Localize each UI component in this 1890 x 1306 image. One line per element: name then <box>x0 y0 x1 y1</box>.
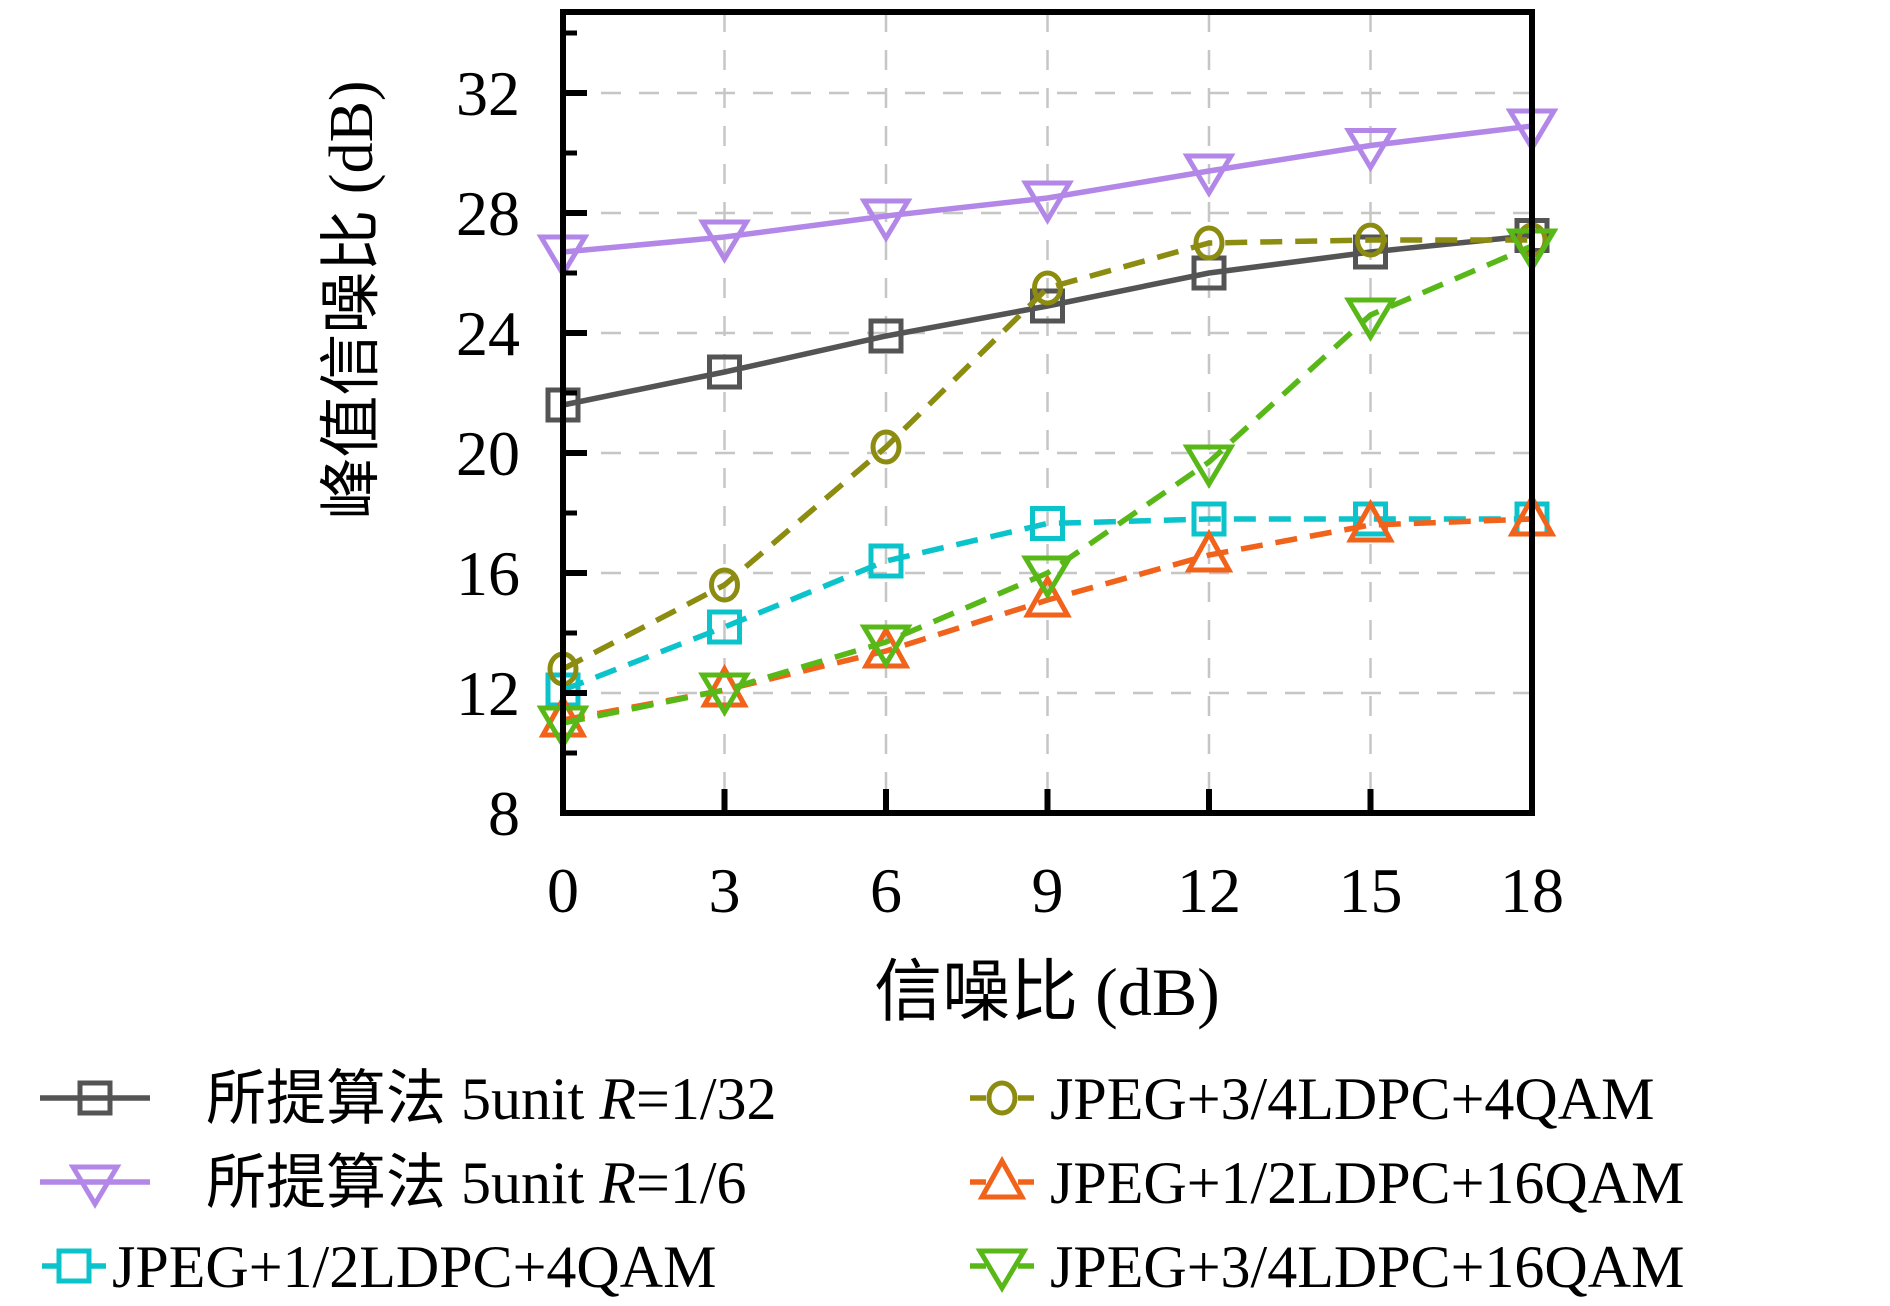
series-line <box>561 237 1532 672</box>
series-line <box>562 123 1533 255</box>
tick-labels: 8 12 16 20 24 28 32 0 3 6 9 12 15 18 <box>456 58 1564 926</box>
x-tick-label: 15 <box>1339 855 1403 926</box>
y-tick-label: 8 <box>488 778 520 849</box>
y-tick-label: 28 <box>456 178 520 249</box>
y-tick-label: 24 <box>456 298 520 369</box>
legend-label: 所提算法 5unit R=1/32 <box>206 1066 777 1132</box>
legend-item-3: JPEG+3/4LDPC+4QAM <box>970 1066 1654 1132</box>
marker-square <box>868 543 904 579</box>
y-tick-label: 12 <box>456 658 520 729</box>
marker-circle <box>1355 222 1386 258</box>
x-tick-label: 12 <box>1177 855 1241 926</box>
legend-label: JPEG+3/4LDPC+16QAM <box>1050 1234 1684 1300</box>
marker-triangle-down <box>859 198 913 243</box>
legend-label: JPEG+1/2LDPC+4QAM <box>112 1234 716 1300</box>
x-tick-label: 0 <box>547 855 579 926</box>
legend-label: 所提算法 5unit R=1/6 <box>206 1150 747 1216</box>
marker-square <box>868 318 904 354</box>
marker-square <box>77 1080 113 1116</box>
legend-item-2: JPEG+1/2LDPC+4QAM <box>42 1234 716 1300</box>
marker-square <box>707 609 742 645</box>
series-layer <box>536 108 1559 750</box>
series-line <box>562 243 1534 726</box>
y-axis-title: 峰值信噪比 (dB) <box>318 80 386 519</box>
marker-circle <box>986 1080 1018 1116</box>
y-tick-label: 16 <box>456 538 520 609</box>
marker-circle <box>709 567 740 603</box>
marker-triangle-down <box>68 1164 122 1209</box>
marker-triangle-down <box>698 672 751 717</box>
x-tick-label: 9 <box>1032 855 1064 926</box>
marker-circle <box>1193 225 1225 261</box>
legend-item-1: 所提算法 5unit R=1/6 <box>40 1150 747 1216</box>
marker-square <box>1030 506 1065 541</box>
marker-triangle-up <box>1184 528 1234 573</box>
legend: 所提算法 5unit R=1/32 所提算法 5unit R=1/6 JPEG+1/… <box>40 1066 1684 1300</box>
x-axis-title: 信噪比 (dB) <box>874 954 1220 1030</box>
marker-circle <box>1032 270 1063 306</box>
marker-triangle-down <box>1021 555 1074 600</box>
axes <box>560 9 1535 816</box>
x-tick-label: 3 <box>709 855 741 926</box>
legend-label: JPEG+3/4LDPC+4QAM <box>1050 1066 1654 1132</box>
legend-label: JPEG+1/2LDPC+16QAM <box>1050 1150 1684 1216</box>
marker-square <box>56 1248 92 1284</box>
y-tick-label: 20 <box>456 418 520 489</box>
marker-triangle-up <box>977 1155 1027 1200</box>
y-tick-label: 32 <box>456 58 520 129</box>
marker-circle <box>870 429 902 465</box>
marker-triangle-down <box>1344 128 1397 173</box>
legend-item-4: JPEG+1/2LDPC+16QAM <box>970 1150 1684 1216</box>
marker-square <box>1353 234 1388 270</box>
legend-item-0: 所提算法 5unit R=1/32 <box>40 1066 777 1132</box>
marker-square <box>707 354 742 390</box>
marker-triangle-down <box>859 624 913 669</box>
series-line <box>562 232 1533 408</box>
marker-triangle-up <box>1023 573 1072 618</box>
marker-triangle-down <box>1182 444 1236 489</box>
marker-triangle-down <box>698 219 751 264</box>
marker-triangle-up <box>1346 498 1395 543</box>
legend-item-5: JPEG+3/4LDPC+16QAM <box>970 1234 1684 1300</box>
x-tick-label: 18 <box>1500 855 1564 926</box>
marker-triangle-down <box>1182 153 1236 198</box>
x-tick-label: 6 <box>870 855 902 926</box>
series-line <box>562 516 1533 723</box>
marker-triangle-down <box>1021 180 1074 225</box>
marker-triangle-down <box>1344 297 1397 342</box>
marker-triangle-down <box>975 1248 1029 1293</box>
